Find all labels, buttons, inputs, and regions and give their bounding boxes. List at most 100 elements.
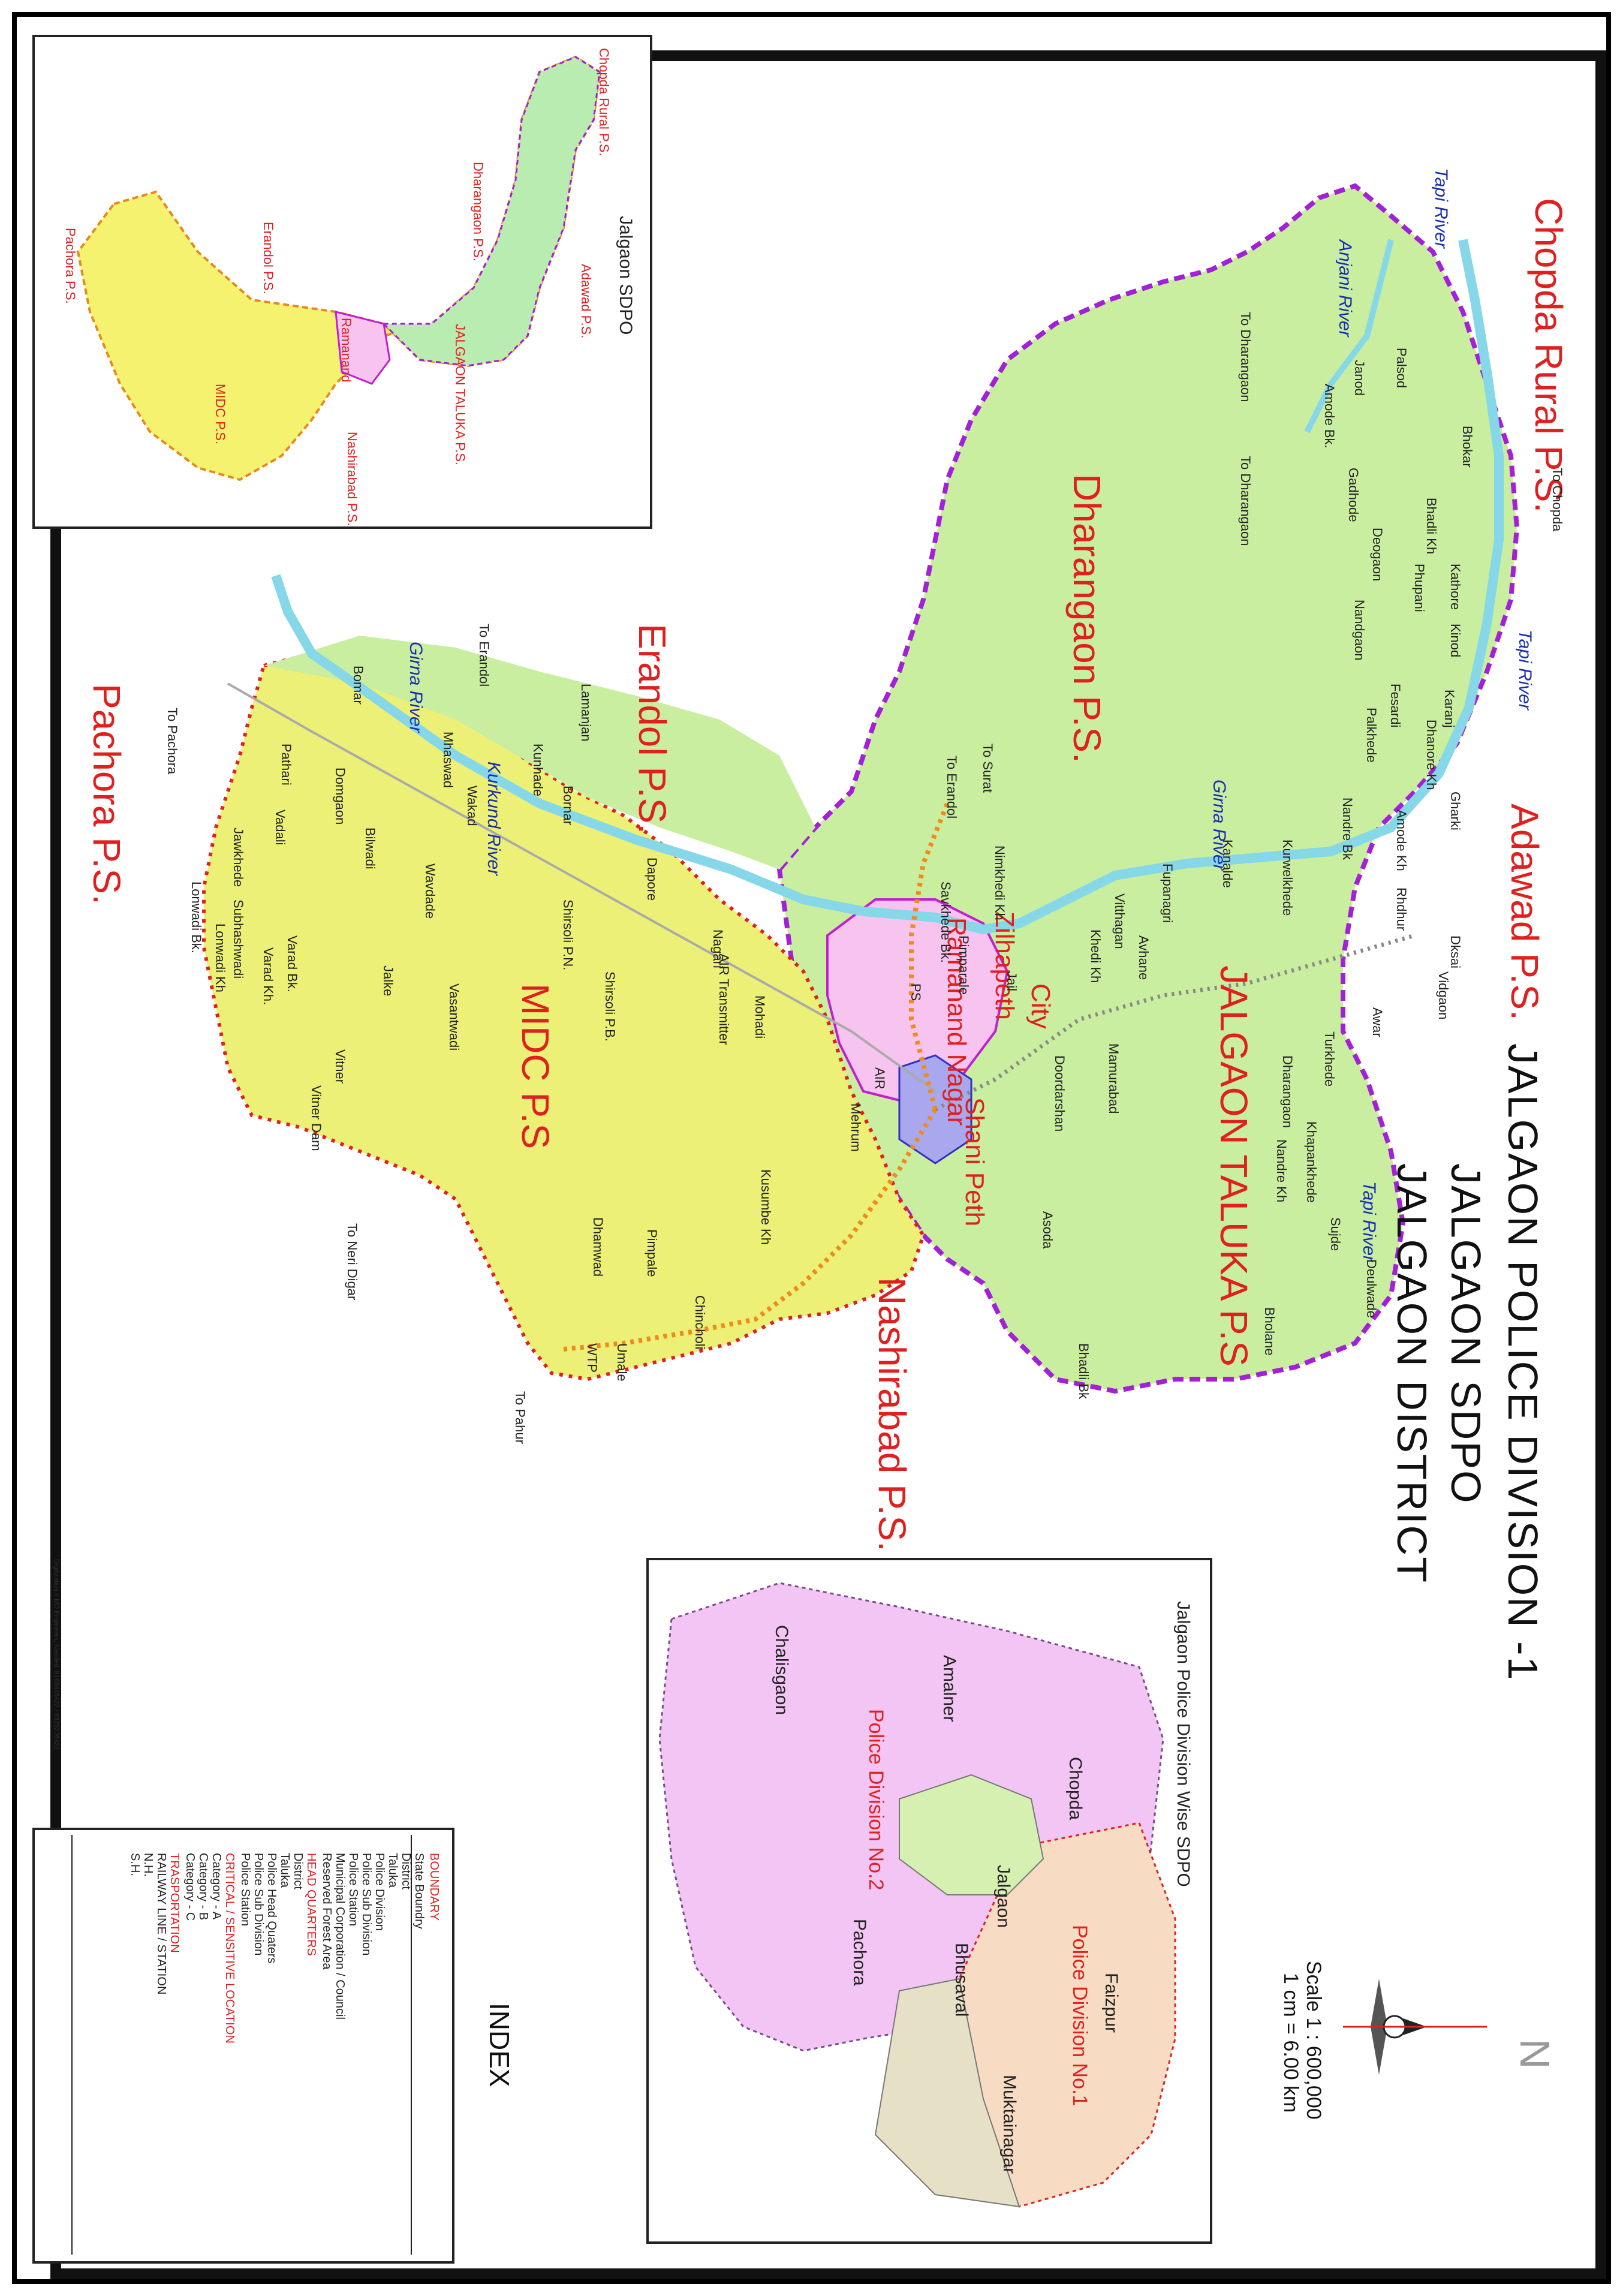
ps-erandol: Erandol P.S. xyxy=(631,624,674,835)
village-nandgaon: Nandgaon xyxy=(1352,600,1367,661)
to-erandol-1: To Erandol xyxy=(477,624,492,687)
to-chopda: To Chopda xyxy=(1550,468,1565,532)
village-vitthagan: Vitthagan xyxy=(1112,893,1127,949)
ps-chopda-rural: Chopda Rural P.S. xyxy=(1527,198,1570,513)
village-kunhade: Kunhade xyxy=(531,744,546,797)
village-kusumbe-kh: Kusumbe Kh xyxy=(758,1169,773,1245)
village-palsod: Palsod xyxy=(1394,348,1409,389)
village-vadali: Vadali xyxy=(273,810,288,845)
village-phupani: Phupani xyxy=(1412,564,1427,612)
ps-midc: MIDC P.S xyxy=(514,983,557,1149)
muktainagar-area xyxy=(874,1978,1020,2208)
village-gharki: Gharki xyxy=(1448,792,1463,830)
village-bilwadi: Bilwadi xyxy=(363,827,378,869)
village-bhadli-bk: Bhadli Bk xyxy=(1076,1343,1091,1399)
index-item: Police Head Quaters xyxy=(265,1853,278,1964)
title-line-2: JALGAON SDPO xyxy=(1443,1163,1489,1504)
river-tapi-north: Tapi River xyxy=(1431,168,1451,248)
village-sujde: Sujde xyxy=(1328,1217,1343,1251)
inset-ps-dharangaon: Dharangaon P.S. xyxy=(471,162,486,261)
to-erandol-2: To Erandol xyxy=(944,756,959,819)
index-item: Category - C xyxy=(183,1853,197,1921)
index-item: Taluka xyxy=(386,1853,399,1888)
village-deogaon: Deogaon xyxy=(1370,528,1385,582)
village-avhane: Avhane xyxy=(1136,935,1151,980)
inset-ps-jalgaon-taluka: JALGAON TALUKA P.S. xyxy=(453,324,468,465)
village-subhashwadi: Subhashwadi xyxy=(231,899,246,979)
village-dksai: Dksai xyxy=(1448,935,1463,969)
village-dharangaon: Dharangaon xyxy=(1280,1055,1295,1129)
village-kinod: Kinod xyxy=(1448,624,1463,658)
ps-pachora: Pachora P.S. xyxy=(85,684,128,905)
division-no-2: Police Division No.2 xyxy=(865,1709,887,1891)
village-fesardi: Fesardi xyxy=(1388,684,1403,728)
index-critical-head: CRITICAL / SENSITIVE LOCATION xyxy=(223,1853,236,2044)
credit-text: Digitization # MD Engineers, Nanded. 916… xyxy=(53,1559,60,1750)
river-anjani: Anjani River xyxy=(1335,240,1355,337)
village-amode-bk: Amode Bk. xyxy=(1322,384,1337,449)
village-vasantwadi: Vasantwadi xyxy=(447,983,462,1051)
to-pachora: To Pachora xyxy=(165,708,180,775)
village-mhaswad: Mhaswad xyxy=(441,732,456,789)
river-tapi-south: Tapi River xyxy=(1359,1181,1379,1262)
inset-division-title: Jalgaon Police Division Wise SDPO xyxy=(1173,1601,1193,1887)
scale-ratio: Scale 1 : 600,000 xyxy=(1302,1961,1325,2120)
ps-dharangaon: Dharangaon P.S. xyxy=(1065,474,1109,763)
inset-ramanand: Ramanand xyxy=(339,318,354,383)
index-item: Category - B xyxy=(197,1853,210,1921)
village-ps: PS xyxy=(908,983,923,1001)
division1-area xyxy=(934,1822,1176,2208)
ps-jalgaon-taluka: JALGAON TALUKA P.S xyxy=(1212,965,1255,1367)
index-item: Reserved Forest Area xyxy=(320,1853,333,1970)
region-bhusaval: Bhusaval xyxy=(951,1943,971,2017)
ps-nashirabad: Nashirabad P.S. xyxy=(871,1277,914,1552)
inset-ps-midc: MIDC P.S. xyxy=(213,384,228,445)
village-air-transmitter: AIR Transmitter xyxy=(716,953,731,1045)
village-doordarshan: Doordarshan xyxy=(1052,1055,1067,1132)
village-jalke: Jalke xyxy=(381,965,396,997)
inset-ps-adawad: Adawad P.S. xyxy=(579,264,594,339)
village-vidgaon: Vidgaon xyxy=(1436,971,1451,1020)
village-shirsoli-pn: Shirsoli P.N. xyxy=(561,899,576,971)
village-nimkhedi-kh: Nimkhedi Kh xyxy=(992,845,1007,920)
index-box xyxy=(32,1828,454,2264)
village-bhokar: Bhokar xyxy=(1460,426,1475,468)
village-kathore: Kathore xyxy=(1448,564,1463,610)
anjani-river xyxy=(1304,239,1394,434)
index-item: Taluka xyxy=(278,1853,291,1888)
region-amalner: Amalner xyxy=(940,1655,959,1722)
village-varad-bk: Varad Bk. xyxy=(285,935,300,992)
village-rhdhur: Rhdhur xyxy=(1394,887,1409,931)
village-air: AIR xyxy=(872,1067,887,1090)
index-item: Municipal Corporation / Council xyxy=(333,1853,347,2020)
village-dhanore-kh: Dhanore Kh xyxy=(1424,720,1439,790)
city-area xyxy=(826,898,1009,1105)
index-item: RAILWAY LINE / STATION xyxy=(155,1853,168,1995)
village-mohadi: Mohadi xyxy=(752,995,767,1039)
village-mehrum: Mehrum xyxy=(848,1103,863,1152)
index-item: Police Station xyxy=(347,1853,360,1927)
to-dharangaon-1: To Dharangaon xyxy=(1238,312,1253,402)
index-item: Police Division xyxy=(373,1853,386,1931)
road-to-surat xyxy=(909,802,950,1111)
village-mamurabad: Mamurabad xyxy=(1106,1043,1121,1114)
village-shirsoli-pb: Shirsoli P.B. xyxy=(603,971,618,1042)
inset-taluka-area xyxy=(381,56,601,367)
index-boundary-head: BOUNDARY xyxy=(427,1853,441,1921)
village-varad-kh: Varad Kh. xyxy=(261,947,276,1006)
to-surat: To Surat xyxy=(980,744,995,793)
region-faizpur: Faizpur xyxy=(1101,1973,1121,2033)
village-deulwade: Deulwade xyxy=(1364,1259,1379,1318)
village-savkhede-bk: Savkhede Bk. xyxy=(938,881,953,963)
division-no-1: Police Division No.1 xyxy=(1068,1925,1091,2107)
region-chopda: Chopda xyxy=(1065,1757,1085,1820)
index-title: INDEX xyxy=(484,2003,515,2087)
railway-line xyxy=(227,682,937,1093)
jalgaon-area xyxy=(899,1774,1044,1895)
village-lonwadi-kh: Lonwadi Kh xyxy=(213,923,228,992)
village-amode-kh: Amode Kh xyxy=(1394,810,1409,871)
village-dapore: Dapore xyxy=(645,857,660,901)
index-item: S.H. xyxy=(128,1853,141,1876)
village-dhamwad: Dhamwad xyxy=(591,1217,606,1277)
